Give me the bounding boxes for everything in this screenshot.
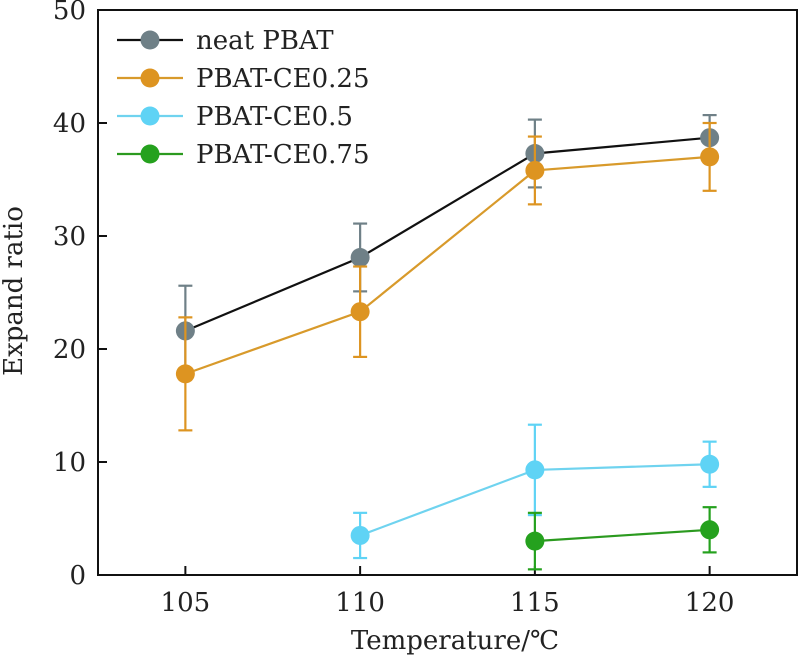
y-tick-label: 30 bbox=[53, 222, 86, 252]
legend-label: neat PBAT bbox=[196, 26, 334, 56]
series-line bbox=[534, 528, 710, 543]
y-tick-label: 50 bbox=[53, 0, 86, 26]
x-tick-label: 120 bbox=[685, 588, 735, 618]
plot-border bbox=[97, 9, 798, 576]
x-tick-label: 105 bbox=[161, 588, 211, 618]
legend-marker bbox=[140, 68, 160, 88]
legend-item-2: PBAT-CE0.5 bbox=[117, 102, 353, 132]
series-line bbox=[185, 155, 710, 375]
data-point bbox=[700, 147, 720, 167]
data-point bbox=[700, 454, 720, 474]
series-1 bbox=[175, 121, 720, 432]
legend-item-0: neat PBAT bbox=[117, 26, 334, 56]
series-3 bbox=[525, 506, 720, 571]
data-point bbox=[350, 247, 370, 267]
legend-label: PBAT-CE0.75 bbox=[196, 140, 370, 170]
legend: neat PBAT PBAT-CE0.25 PBAT-CE0.5 PBAT-CE0.7… bbox=[117, 26, 370, 170]
x-tick-label: 110 bbox=[335, 588, 385, 618]
plot-area bbox=[97, 9, 798, 576]
axis-ticks: 0 10 20 30 40 50 105 110 115 120 bbox=[53, 0, 735, 618]
legend-marker bbox=[140, 106, 160, 126]
legend-marker bbox=[140, 144, 160, 164]
data-point bbox=[350, 525, 370, 545]
data-point bbox=[525, 460, 545, 480]
series-layer bbox=[175, 113, 720, 571]
legend-item-1: PBAT-CE0.25 bbox=[117, 64, 370, 94]
data-point bbox=[350, 302, 370, 322]
y-tick-label: 10 bbox=[53, 448, 86, 478]
y-axis-label: Expand ratio bbox=[0, 206, 29, 376]
y-tick-label: 20 bbox=[53, 335, 86, 365]
data-point bbox=[175, 364, 195, 384]
series-2 bbox=[350, 423, 720, 560]
series-line bbox=[184, 136, 710, 332]
legend-item-3: PBAT-CE0.75 bbox=[117, 140, 370, 170]
legend-label: PBAT-CE0.5 bbox=[196, 102, 353, 132]
x-axis-label: Temperature/℃ bbox=[351, 626, 559, 656]
data-point bbox=[525, 531, 545, 551]
legend-marker bbox=[140, 30, 160, 50]
data-point bbox=[525, 160, 545, 180]
x-tick-label: 115 bbox=[510, 588, 560, 618]
y-tick-label: 40 bbox=[53, 109, 86, 139]
data-point bbox=[700, 520, 720, 540]
legend-label: PBAT-CE0.25 bbox=[196, 64, 370, 94]
y-tick-label: 0 bbox=[69, 561, 86, 591]
